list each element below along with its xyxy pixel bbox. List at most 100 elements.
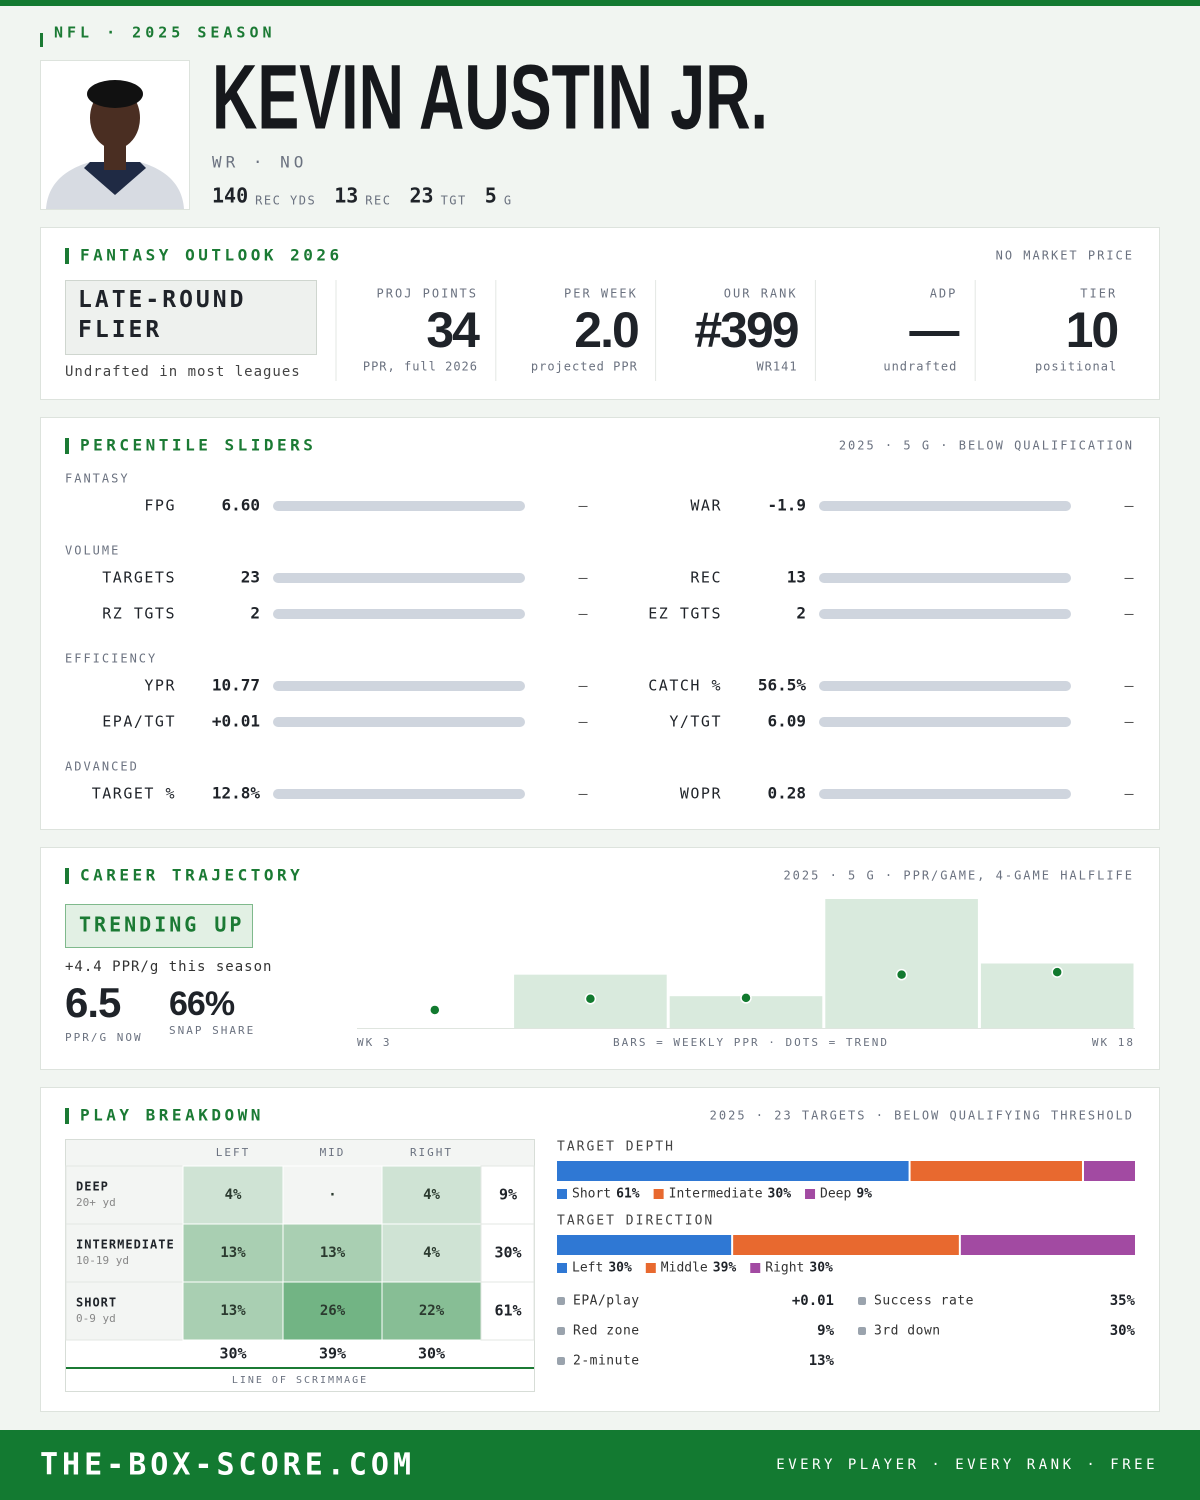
metric-bullet (858, 1327, 866, 1335)
chart-caption: BARS = WEEKLY PPR · DOTS = TREND (613, 1036, 889, 1049)
heat-value: 4% (225, 1187, 242, 1203)
slider-track (819, 789, 1071, 799)
slider-percentile: — (1124, 785, 1134, 803)
stat-label: REC (365, 194, 391, 208)
stat-value: 140 (212, 184, 248, 208)
slider-value: 23 (241, 568, 260, 587)
player-position: WR · NO (212, 153, 307, 172)
slider-label: TARGETS (102, 569, 176, 587)
heat-cell (182, 1223, 284, 1283)
metric-value: 35% (1110, 1293, 1136, 1309)
row-total: 9% (499, 1186, 517, 1204)
slider-track (273, 501, 525, 511)
slider-group: VOLUME (65, 544, 120, 558)
metric-label: Red zone (573, 1324, 640, 1339)
trend-dot (895, 968, 908, 981)
legend-swatch (653, 1189, 664, 1199)
cell-label: TIER (1080, 287, 1117, 301)
column-total: 30% (219, 1345, 246, 1363)
metric-value: 30% (1110, 1323, 1136, 1339)
legend-value: 30% (809, 1261, 833, 1276)
trend-stat-label: PPR/G NOW (65, 1031, 143, 1044)
badge-note: Undrafted in most leagues (65, 364, 301, 380)
slider-percentile: — (578, 497, 588, 515)
weekly-bar (825, 899, 978, 1028)
slider-group: ADVANCED (65, 760, 139, 774)
sliders: FANTASY FPG 6.60 — WAR -1.9 — VOLUME TARGETS 23 — R… (65, 472, 1134, 803)
slider-value: 6.60 (221, 496, 260, 515)
slider-track (273, 573, 525, 583)
section-marker (65, 438, 69, 454)
slider-percentile: — (1124, 605, 1134, 623)
metric-label: 2-minute (573, 1354, 640, 1369)
row-head (65, 1223, 184, 1283)
cell-value: — (909, 302, 959, 358)
target-bars: TARGET DEPTH Short 61% Intermediate 30% Deep 9… (557, 1140, 1135, 1276)
column-label: MID (320, 1146, 346, 1159)
x-tick-label: WK 18 (1092, 1036, 1135, 1049)
slider-track (273, 609, 525, 619)
slider-value: -1.9 (767, 496, 806, 515)
slider-value: 6.09 (767, 712, 806, 731)
trend-stat-label: SNAP SHARE (169, 1024, 255, 1037)
heat-value: 13% (220, 1303, 246, 1319)
heat-value: 22% (419, 1303, 445, 1319)
cell-sub: undrafted (883, 360, 957, 374)
heat-value: 4% (423, 1187, 440, 1203)
trend-dot (1051, 966, 1063, 978)
legend-name: Deep (820, 1187, 851, 1202)
trend-dot (429, 1004, 441, 1016)
outlook-badge (65, 280, 317, 355)
section-marker (65, 868, 69, 884)
row-sub: 20+ yd (76, 1196, 116, 1209)
player-name: KEVIN AUSTIN JR. (212, 46, 768, 148)
bar-title: TARGET DEPTH (557, 1140, 675, 1155)
cell-value: 34 (426, 302, 480, 358)
legend-swatch (805, 1189, 816, 1199)
slider-label: EZ TGTS (648, 605, 722, 623)
slider-value: 56.5% (758, 676, 807, 695)
cell-label: PROJ POINTS (377, 287, 478, 301)
stat-value: 13 (334, 184, 358, 208)
legend-swatch (557, 1189, 567, 1199)
slider-percentile: — (1124, 677, 1134, 695)
slider-label: REC (690, 569, 722, 587)
slider-group: FANTASY (65, 472, 130, 486)
legend-value: 39% (713, 1261, 737, 1276)
section-note: 2025 · 5 G · BELOW QUALIFICATION (839, 439, 1134, 453)
cell-sub: projected PPR (531, 360, 638, 374)
heat-cell (182, 1165, 284, 1225)
stat-label: TGT (441, 194, 467, 208)
row-sub: 0-9 yd (76, 1312, 116, 1325)
slider-percentile: — (1124, 497, 1134, 515)
slider-label: WAR (690, 497, 722, 515)
heat-value: · (328, 1187, 336, 1203)
row-sub: 10-19 yd (76, 1254, 129, 1267)
legend-name: Right (765, 1261, 804, 1276)
row-total: 30% (494, 1244, 521, 1262)
cell-sub: PPR, full 2026 (363, 360, 478, 374)
metric-bullet (557, 1297, 565, 1305)
row-total-cell (480, 1165, 535, 1225)
metrics: EPA/play +0.01 Success rate 35% Red zone 9% 3r… (557, 1293, 1136, 1369)
slider-track (819, 717, 1071, 727)
slider-track (273, 681, 525, 691)
breakdown-table: LEFT MID RIGHT DEEP 20+ yd 4% · 4% 9% INTERMEDIAT… (65, 1139, 535, 1392)
trend-dot (740, 992, 752, 1004)
legend-swatch (750, 1263, 761, 1273)
cell-sub: positional (1035, 360, 1117, 374)
slider-track (819, 609, 1071, 619)
slider-group: EFFICIENCY (65, 652, 157, 666)
slider-label: RZ TGTS (102, 605, 176, 623)
slider-label: Y/TGT (669, 713, 722, 731)
row-total-cell (480, 1223, 535, 1283)
metric-label: EPA/play (573, 1294, 640, 1309)
footer (0, 1430, 1200, 1500)
cell-value: #399 (694, 302, 797, 358)
legend-value: 30% (608, 1261, 632, 1276)
sliders-card (40, 417, 1160, 830)
trend-change: +4.4 PPR/g this season (65, 959, 272, 975)
table-head (66, 1140, 534, 1166)
